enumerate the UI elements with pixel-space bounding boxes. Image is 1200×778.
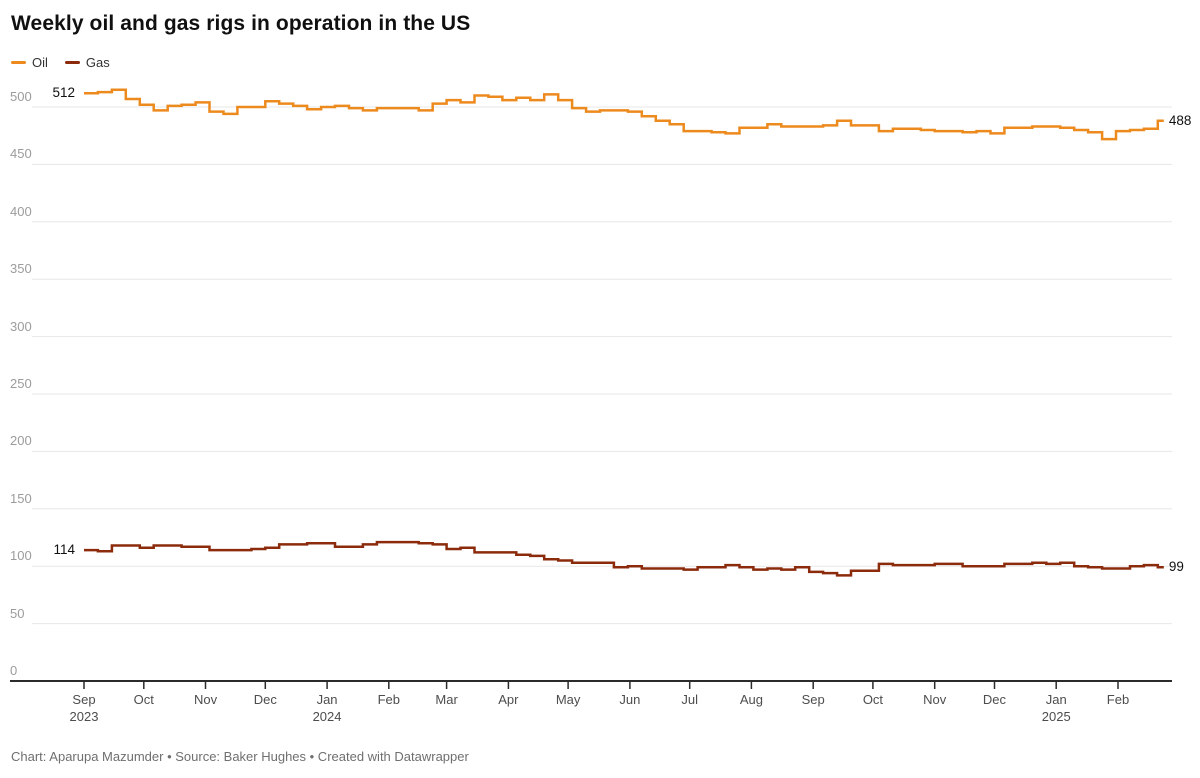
- y-axis-label: 0: [10, 663, 18, 678]
- x-axis-label-year: 2025: [1041, 709, 1071, 724]
- legend-item-oil: Oil: [11, 55, 48, 70]
- y-axis-label: 150: [10, 490, 32, 506]
- y-axis-label: 400: [10, 203, 32, 219]
- y-axis-label: 450: [10, 146, 32, 162]
- x-axis-label-month: Aug: [739, 692, 763, 707]
- y-axis-label: 250: [10, 376, 32, 391]
- y-axis-label: 200: [10, 433, 32, 449]
- y-axis-label: 100: [10, 548, 32, 564]
- x-axis-label-month: Nov: [923, 692, 947, 707]
- x-axis-label-month: Sep: [72, 692, 96, 707]
- series-line-oil: [84, 88, 1164, 141]
- x-axis-label-month: Nov: [193, 692, 218, 707]
- end-value-label-oil: 488: [1168, 112, 1192, 128]
- x-axis-label-month: Dec: [982, 692, 1007, 707]
- x-axis-label-year: 2024: [312, 709, 342, 724]
- x-axis-label-month: Jan: [316, 692, 338, 707]
- y-axis-label: 300: [10, 318, 32, 334]
- oil-line-swatch: [11, 61, 26, 64]
- x-axis-label-month: Apr: [498, 692, 519, 707]
- x-axis-label-month: May: [555, 692, 581, 707]
- y-axis-label: 50: [10, 605, 25, 621]
- x-axis-label-month: Feb: [1106, 692, 1130, 707]
- legend-item-gas: Gas: [64, 55, 110, 70]
- x-axis-label-month: Jul: [681, 692, 698, 707]
- chart-title: Weekly oil and gas rigs in operation in …: [11, 12, 471, 35]
- legend-label-oil: Oil: [32, 55, 48, 70]
- x-axis-label-month: Oct: [862, 692, 884, 707]
- x-axis-label-month: Jan: [1045, 692, 1067, 707]
- end-value-label-gas: 99: [1168, 559, 1184, 575]
- series-line-gas: [84, 540, 1164, 577]
- y-axis-label: 500: [10, 89, 32, 104]
- gas-line-swatch: [64, 61, 80, 64]
- x-axis-label-month: Jun: [619, 692, 641, 707]
- x-axis-label-month: Sep: [801, 692, 825, 707]
- start-value-label-gas: 114: [53, 542, 75, 558]
- chart-footer: Chart: Aparupa Mazumder • Source: Baker …: [11, 749, 469, 764]
- x-axis-label-month: Dec: [253, 692, 277, 707]
- x-axis-label-month: Mar: [435, 692, 458, 707]
- x-axis-label-month: Feb: [377, 692, 401, 707]
- x-axis-label-month: Oct: [133, 692, 154, 707]
- legend: Oil Gas: [11, 55, 110, 70]
- start-value-label-oil: 512: [52, 85, 75, 101]
- y-axis-label: 350: [10, 261, 32, 277]
- x-axis-label-year: 2023: [69, 709, 99, 724]
- legend-label-gas: Gas: [85, 55, 110, 70]
